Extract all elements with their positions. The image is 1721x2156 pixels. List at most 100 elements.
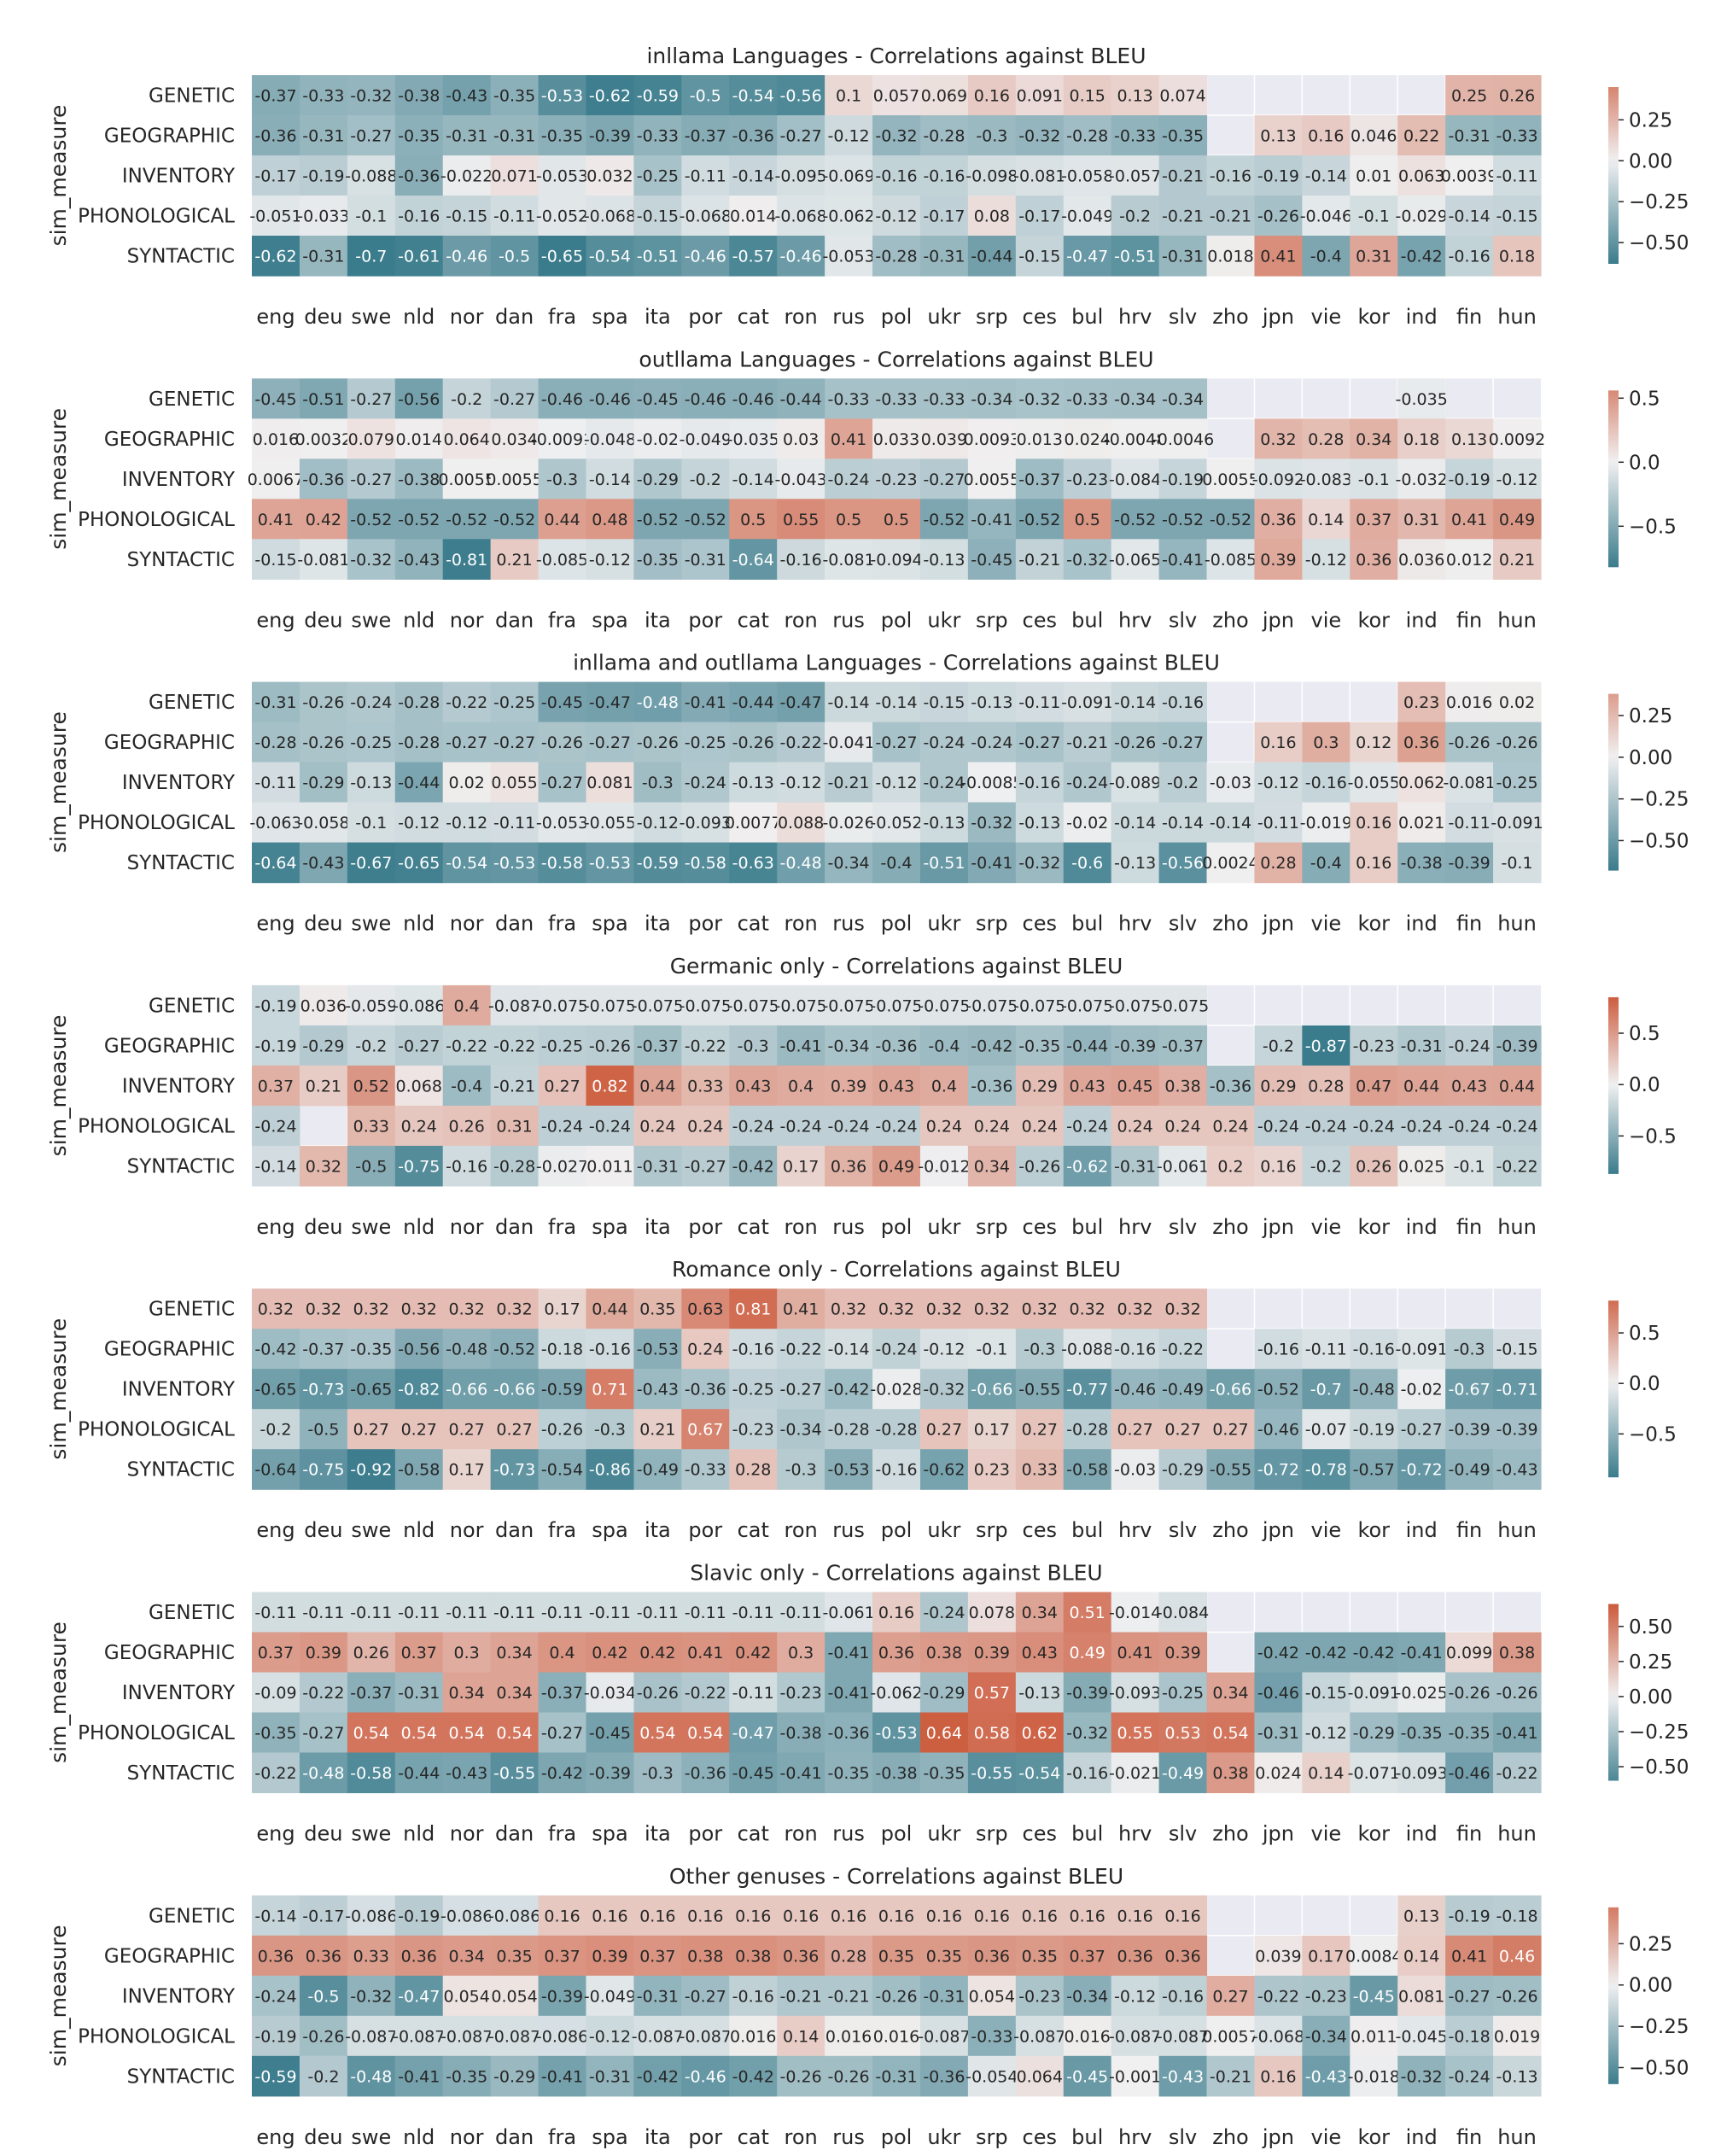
cell-value-label: -0.29 (302, 1037, 344, 1055)
cell-value-label: -0.26 (541, 1421, 583, 1440)
cell-value-label: 0.016 (1446, 693, 1492, 712)
heatmap-cell (1350, 1449, 1398, 1490)
cell-value-label: -0.087 (440, 2027, 493, 2046)
cell-value-label: -0.5 (307, 1987, 339, 2006)
heatmap-cell (872, 1105, 921, 1147)
chart-title: Other genuses - Correlations against BLE… (669, 1864, 1123, 1889)
row-label: PHONOLOGICAL (78, 206, 235, 228)
cell-value-label: -0.22 (1257, 1987, 1299, 2006)
colorbar (1608, 1907, 1619, 2084)
heatmap-cell (252, 236, 300, 277)
cell-value-label: 0.32 (926, 1300, 962, 1319)
cell-value-label: -0.41 (780, 1037, 822, 1055)
heatmap-cell (252, 459, 300, 500)
heatmap-cell (967, 459, 1017, 500)
heatmap-cell (1111, 1025, 1160, 1066)
column-label: jpn (1262, 305, 1294, 329)
heatmap-cell (1445, 115, 1494, 156)
column-label: ukr (927, 1518, 960, 1542)
heatmap-cell (538, 722, 587, 763)
heatmap-cell (347, 762, 396, 803)
cell-value-label: 0.0092 (1489, 430, 1545, 449)
heatmap-cell (1015, 1369, 1065, 1410)
heatmap-cell (1350, 236, 1398, 277)
cell-value-label: -0.2 (451, 390, 482, 409)
cell-value-label: -0.37 (1018, 470, 1060, 489)
heatmap-cell (825, 1592, 873, 1633)
cell-value-label: -0.11 (780, 1604, 822, 1622)
column-label: srp (976, 608, 1008, 632)
cell-value-label: -0.58 (541, 854, 583, 873)
cell-value-label: -0.15 (637, 207, 679, 226)
heatmap-cell (1158, 1369, 1208, 1410)
column-label: por (688, 1518, 722, 1542)
cell-value-label: 0.16 (878, 1604, 914, 1622)
cell-value-label: 0.32 (449, 1300, 485, 1319)
cell-value-label: -0.42 (971, 1037, 1012, 1055)
cell-value-label: 0.17 (974, 1421, 1010, 1440)
cell-value-label: -0.21 (1162, 167, 1204, 186)
cell-value-label: 0.34 (449, 1684, 485, 1703)
heatmap-cell (299, 155, 348, 196)
cell-value-label: 0.5 (1075, 511, 1100, 529)
heatmap-cell (299, 499, 348, 540)
row-label: INVENTORY (122, 772, 236, 794)
heatmap-cell (1445, 1632, 1494, 1674)
cell-value-label: -0.34 (971, 390, 1012, 409)
cell-value-label: -0.063 (249, 814, 301, 833)
cell-value-label: 0.55 (1117, 1724, 1152, 1743)
cell-value-label: -0.03 (1114, 1461, 1156, 1480)
cell-value-label: -0.78 (1305, 1461, 1347, 1480)
cell-value-label: -0.59 (541, 1381, 583, 1399)
heatmap-cell (252, 75, 300, 116)
heatmap-cell (633, 802, 682, 844)
heatmap-cell (777, 1288, 825, 1329)
cell-value-label: -0.41 (398, 2067, 440, 2086)
heatmap-cell (681, 155, 730, 196)
heatmap-cell (1111, 1712, 1160, 1754)
cell-value-label: 0.078 (969, 1604, 1015, 1622)
y-axis-label: sim_measure (46, 408, 71, 550)
heatmap-cell (825, 459, 873, 500)
cell-value-label: 0.49 (1070, 1644, 1106, 1662)
column-label: hrv (1118, 305, 1152, 329)
cell-value-label: 0.13 (1403, 1907, 1439, 1925)
cell-value-label: -0.31 (923, 248, 965, 266)
cell-value-label: -0.21 (827, 1987, 869, 2006)
heatmap-cell (967, 1145, 1017, 1187)
heatmap-cell (872, 1025, 921, 1066)
heatmap-cell (586, 1592, 635, 1633)
cell-value-label: 0.099 (1446, 1644, 1492, 1662)
cell-value-label: -0.32 (350, 551, 392, 570)
column-label: ita (645, 2125, 671, 2149)
cell-value-label: 0.024 (1255, 1764, 1301, 1783)
heatmap-cell (1493, 1369, 1542, 1410)
heatmap-cell (1445, 1025, 1494, 1066)
heatmap-cell (777, 1409, 825, 1450)
heatmap-cell (1254, 459, 1303, 500)
cell-value-label: -0.45 (971, 551, 1012, 570)
cell-value-label: -0.39 (1496, 1037, 1537, 1055)
heatmap-cell (1158, 1449, 1208, 1490)
cell-value-label: -0.35 (923, 1764, 965, 1783)
heatmap-cell (442, 1288, 492, 1329)
cell-value-label: -0.65 (398, 854, 440, 873)
cell-value-label: -0.075 (632, 996, 684, 1015)
cell-value-label: 0.32 (1022, 1300, 1058, 1319)
heatmap-cell (299, 1369, 348, 1410)
cell-value-label: -0.068 (775, 207, 827, 226)
cell-value-label: -0.087 (488, 2027, 540, 2046)
heatmap-cell (1350, 1632, 1398, 1674)
colorbar-tick-label: 0.5 (1629, 388, 1660, 410)
heatmap-cell (538, 802, 587, 844)
heatmap-cell (586, 1369, 635, 1410)
heatmap-cell (967, 1592, 1017, 1633)
cell-value-label: -0.55 (493, 1764, 535, 1783)
column-label: ind (1406, 1518, 1438, 1542)
cell-value-label: -0.14 (827, 693, 869, 712)
heatmap-cell (1302, 236, 1351, 277)
heatmap-cell (681, 539, 730, 580)
cell-value-label: -0.058 (297, 814, 349, 833)
cell-value-label: -0.1 (1501, 854, 1532, 873)
heatmap-cell (1015, 985, 1065, 1026)
